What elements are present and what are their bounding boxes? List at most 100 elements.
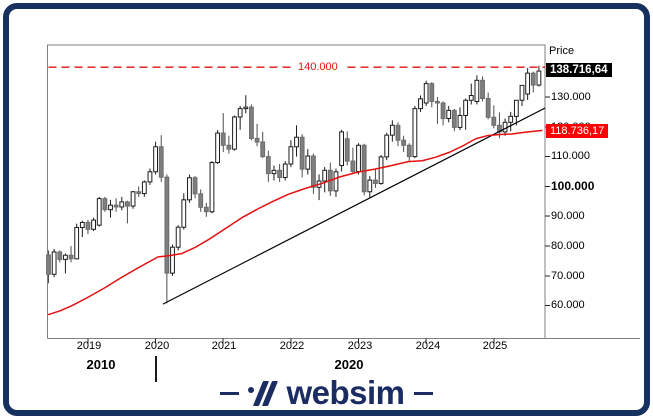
candle-body	[451, 109, 457, 128]
candle-body	[305, 155, 311, 170]
candle-body	[480, 79, 485, 99]
candle-body	[271, 169, 277, 175]
candle-body	[260, 141, 266, 158]
candle-body	[237, 108, 243, 118]
candle-body	[46, 254, 51, 275]
candle-body	[361, 144, 367, 193]
candle-body	[119, 201, 125, 208]
candle-body	[96, 198, 102, 226]
candle-body	[288, 146, 294, 165]
last-price-marker: 138.716,64	[546, 63, 612, 77]
candle-body	[423, 83, 429, 104]
websim-wordmark: websim	[286, 374, 405, 411]
decade-separator-line	[155, 356, 157, 382]
resistance-level-label: 140.000	[292, 61, 344, 73]
y-tick-label: 80.000	[551, 240, 585, 252]
candle-body	[333, 171, 339, 192]
plot-border	[47, 44, 546, 339]
y-tick-label: 90.000	[551, 210, 585, 222]
candle-body	[102, 198, 108, 211]
x-year-label: 2022	[279, 340, 305, 352]
candle-body	[170, 246, 175, 274]
candle-body	[508, 115, 514, 123]
moving-average-line	[47, 129, 543, 316]
x-year-label: 2024	[415, 340, 441, 352]
candle-body	[356, 144, 361, 172]
candle-body	[136, 191, 142, 195]
candle-body	[513, 99, 519, 117]
decade-label: 2020	[334, 357, 364, 372]
candle-body	[85, 221, 91, 230]
candle-body	[198, 193, 204, 208]
candle-body	[79, 221, 85, 229]
candle-body	[192, 177, 198, 195]
candle-body	[175, 226, 181, 248]
candle-body	[68, 254, 74, 260]
decade-label: 2010	[86, 357, 116, 372]
candle-body	[226, 144, 232, 150]
candle-body	[384, 134, 390, 158]
candle-body	[463, 99, 469, 116]
websim-slashes-icon	[248, 380, 279, 407]
candle-body	[536, 70, 542, 86]
candle-body	[401, 139, 407, 146]
x-year-label: 2025	[482, 340, 508, 352]
y-tick-label: 130.000	[551, 91, 591, 103]
candle-body	[491, 116, 497, 126]
candle-body	[125, 201, 130, 207]
candle-body	[232, 116, 237, 150]
y-tick-label: 70.000	[551, 270, 585, 282]
footer-rule-right	[413, 391, 433, 395]
candle-body	[57, 251, 63, 260]
trendline	[162, 107, 546, 305]
candle-body	[51, 251, 57, 275]
candle-body	[63, 254, 68, 260]
candle-body	[378, 156, 384, 184]
candle-body	[294, 136, 299, 148]
candle-body	[519, 84, 525, 101]
candle-body	[91, 219, 96, 230]
candle-body	[74, 227, 80, 260]
candle-body	[249, 106, 254, 139]
candle-body	[209, 162, 215, 213]
footer-brand: websim	[0, 376, 653, 410]
candle-body	[468, 95, 474, 101]
candle-body	[418, 98, 423, 110]
candle-body	[502, 121, 508, 133]
candle-body	[530, 72, 536, 86]
candle-body	[187, 177, 192, 201]
candle-body	[311, 155, 316, 188]
x-year-label: 2023	[347, 340, 373, 352]
candle-body	[141, 181, 147, 195]
candle-body	[435, 100, 440, 104]
candle-body	[243, 106, 249, 110]
candle-body	[344, 138, 350, 162]
x-year-label: 2019	[76, 340, 102, 352]
candle-body	[299, 136, 305, 170]
candle-body	[220, 132, 226, 146]
candle-body	[153, 146, 158, 173]
candle-body	[282, 163, 288, 178]
candle-body	[446, 109, 452, 119]
x-year-label: 2020	[144, 340, 170, 352]
candle-body	[474, 79, 480, 102]
candle-body	[181, 199, 187, 228]
candle-body	[389, 124, 395, 136]
candle-body	[215, 132, 221, 164]
candle-body	[373, 179, 378, 184]
candle-body	[412, 108, 418, 158]
candle-body	[350, 160, 356, 173]
candle-body	[367, 179, 373, 193]
price-axis-title: Price	[549, 45, 575, 57]
indicator-value-marker: 118.736,17	[546, 124, 609, 138]
x-year-label: 2021	[211, 340, 237, 352]
candle-body	[485, 97, 491, 118]
candle-body	[158, 146, 164, 178]
y-tick-label: 100.000	[551, 179, 595, 193]
candle-body	[265, 156, 271, 175]
candle-body	[254, 137, 260, 143]
footer-rule-left	[220, 391, 240, 395]
candle-body	[147, 171, 153, 183]
candle-body	[429, 83, 435, 102]
candle-body	[406, 144, 412, 158]
